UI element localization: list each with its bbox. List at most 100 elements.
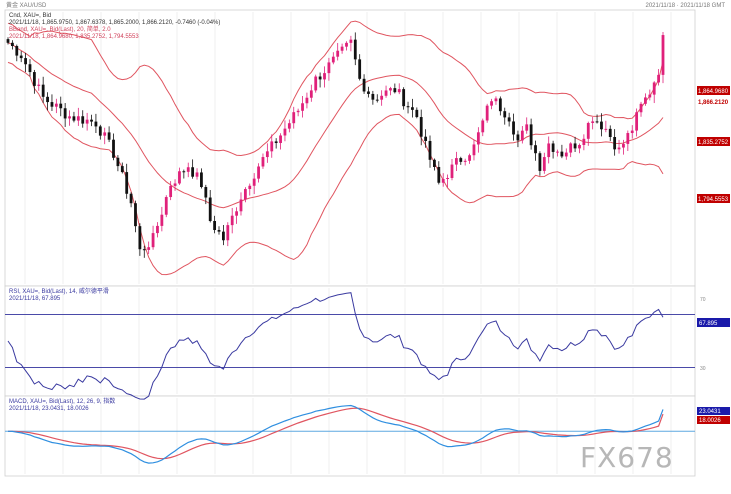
rsi-line: [7, 292, 664, 400]
candle-body: [560, 151, 564, 157]
candle-body: [72, 116, 76, 121]
candle-body: [191, 167, 195, 177]
candle-body: [208, 197, 212, 221]
candle-body: [138, 226, 142, 250]
candle-body: [630, 130, 634, 134]
price-panel: [4, 9, 696, 287]
candle-body: [371, 93, 375, 100]
candle-body: [103, 132, 107, 136]
candle-body: [252, 178, 256, 186]
candle-body: [657, 74, 661, 83]
candle-body: [68, 116, 71, 119]
candle-body: [507, 117, 511, 122]
candle-body: [353, 39, 357, 60]
candle-body: [529, 124, 533, 146]
candle-body: [573, 143, 577, 149]
candle-body: [345, 42, 348, 47]
candle-body: [402, 89, 406, 107]
macd-value-tag-macd: 23.0431: [697, 407, 730, 415]
candle-body: [10, 42, 14, 47]
rsi-value-tag: 67.895: [697, 318, 730, 327]
candle-body: [349, 39, 353, 43]
candle-body: [292, 112, 296, 124]
candle-body: [437, 166, 441, 183]
candle-body: [393, 88, 397, 93]
candle-body: [375, 99, 379, 101]
topbar-left: 黄金 XAU/USD: [6, 1, 47, 9]
candle-body: [595, 121, 599, 123]
candle-body: [600, 121, 603, 130]
candle-body: [389, 88, 392, 91]
candle-body: [213, 220, 217, 231]
macd-line: [7, 404, 664, 464]
candle-body: [134, 203, 137, 227]
candle-body: [534, 145, 537, 154]
candle-body: [454, 158, 458, 165]
candle-body: [24, 58, 27, 65]
candle-body: [226, 225, 230, 241]
candle-body: [54, 103, 58, 107]
candle-body: [490, 101, 493, 106]
candle-body: [178, 171, 181, 184]
candle-body: [358, 59, 362, 79]
rsi-value-tag-text: 67.895: [699, 321, 718, 327]
rsi-grid: [24, 288, 672, 394]
candle-body: [331, 56, 335, 63]
candle-body: [367, 91, 370, 94]
candle-body: [274, 141, 278, 144]
candle-body: [542, 157, 546, 171]
candle-body: [107, 132, 111, 140]
candle-body: [164, 197, 168, 215]
candle-body: [446, 177, 449, 179]
candle-body: [318, 76, 322, 80]
price-tag-bb-upper: 1,864.9680: [697, 86, 730, 95]
candle-body: [503, 111, 507, 118]
candle-body: [6, 39, 10, 43]
main-legend-1: 2021/11/18, 1,865.9750, 1,867.6378, 1,86…: [9, 20, 220, 26]
candle-body: [644, 97, 647, 104]
candle-body: [419, 117, 423, 137]
candle-body: [116, 157, 120, 167]
candle-body: [59, 103, 63, 109]
candle-body: [415, 109, 419, 118]
candle-body: [76, 116, 80, 121]
candle-body: [411, 107, 414, 110]
candle-body: [151, 233, 155, 248]
price-tag-bb-mid-text: 1,835.2752: [698, 140, 729, 146]
candle-body: [336, 50, 340, 57]
candle-body: [314, 76, 318, 91]
candle-body: [323, 73, 326, 80]
candle-body: [90, 119, 93, 122]
rsi-axis-level-70: 70: [700, 297, 706, 303]
candle-body: [608, 128, 612, 138]
candle-body: [125, 172, 129, 194]
candle-body: [494, 98, 498, 102]
candle-body: [142, 249, 146, 251]
candle-body: [222, 231, 225, 241]
candle-body: [604, 128, 608, 130]
candle-body: [586, 122, 590, 139]
price-tag-close-text: 1,866.2120: [698, 100, 729, 106]
candle-body: [433, 159, 436, 167]
macd-value-tag-macd-text: 23.0431: [699, 409, 721, 415]
rsi-legend-1: 2021/11/18, 67.895: [9, 296, 61, 302]
candle-body: [591, 121, 595, 123]
candle-body: [406, 106, 410, 108]
candle-body: [15, 46, 19, 56]
rsi-panel: [4, 285, 696, 397]
candle-body: [217, 230, 221, 232]
candle-body: [520, 130, 524, 141]
price-tag-bb-upper-text: 1,864.9680: [698, 89, 729, 95]
candle-body: [287, 123, 291, 129]
candle-body: [622, 143, 625, 148]
macd-legend-1: 2021/11/18, 23.0431, 18.0026: [9, 406, 89, 412]
rsi-legend-0: RSI, XAU=, Bid(Last), 14, 威尔德平滑: [9, 287, 109, 295]
candle-body: [28, 64, 32, 73]
candlestick-series: [6, 32, 665, 258]
candle-body: [129, 193, 133, 204]
candle-body: [200, 172, 203, 188]
candle-body: [270, 141, 274, 152]
candle-body: [551, 143, 555, 152]
candle-body: [98, 126, 102, 136]
candle-body: [305, 97, 309, 104]
